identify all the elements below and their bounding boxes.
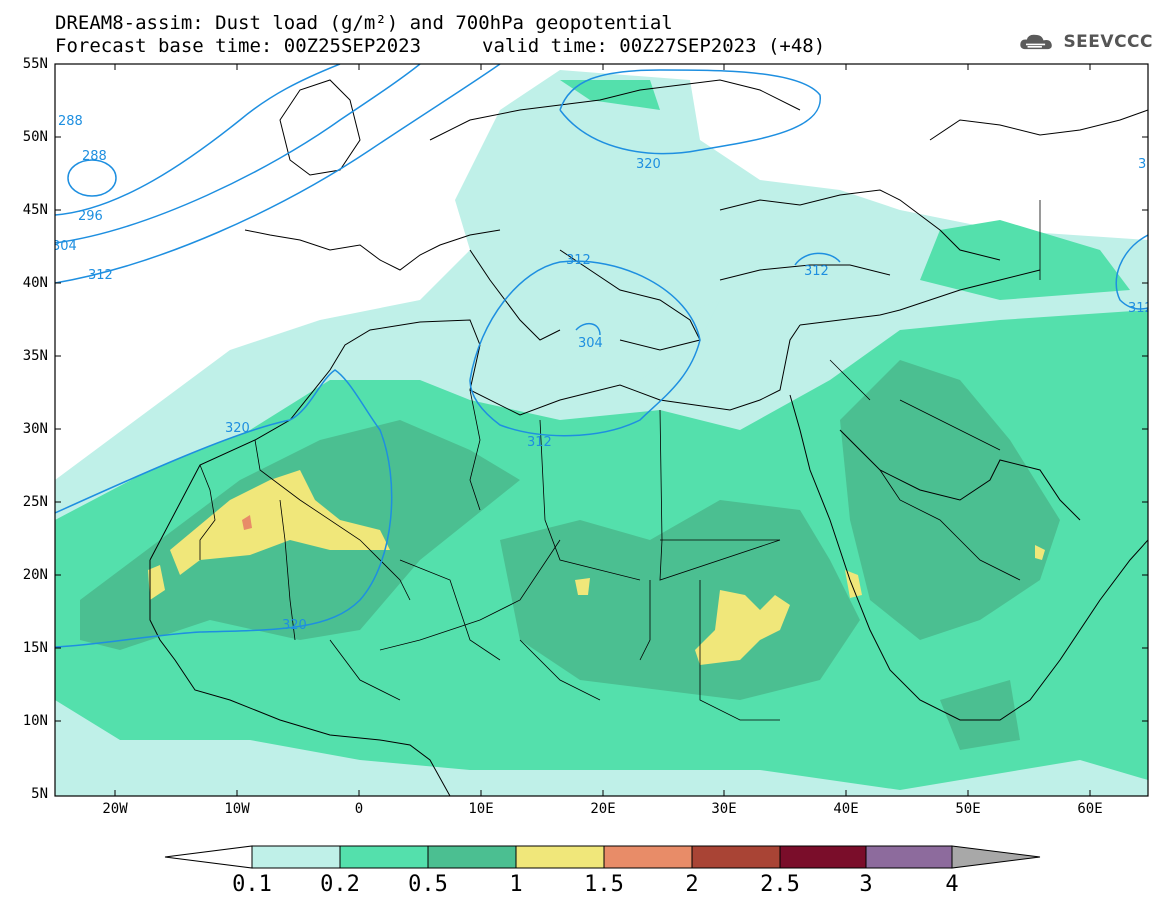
dust-layer-1-5 xyxy=(242,515,252,530)
forecast-base-time: Forecast base time: 00Z25SEP2023 xyxy=(55,35,422,57)
contour-label: 304 xyxy=(52,239,77,254)
contour-label: 320 xyxy=(636,157,661,172)
colorbar-label: 1.5 xyxy=(584,872,624,897)
colorbar-swatch xyxy=(603,845,693,869)
contour-label: 312 xyxy=(527,435,552,450)
lat-label: 35N xyxy=(22,348,48,364)
contour-label: 296 xyxy=(78,209,103,224)
lat-label: 30N xyxy=(22,421,48,437)
contour-labels: 288 288 296 304 312 320 312 312 304 320 … xyxy=(52,114,1153,633)
seevccc-logo: SEEVCCC xyxy=(1018,28,1153,56)
geopotential-contours xyxy=(55,64,1148,648)
lon-label: 30E xyxy=(711,801,737,817)
lon-label: 40E xyxy=(833,801,859,817)
cloud-logo-icon xyxy=(1020,34,1052,50)
lat-label: 50N xyxy=(22,129,48,145)
lon-label: 60E xyxy=(1077,801,1103,817)
colorbar-label: 2.5 xyxy=(760,872,800,897)
colorbar-swatch xyxy=(779,845,867,869)
contour-label: 3 xyxy=(1138,157,1146,172)
contour-label: 312 xyxy=(566,253,591,268)
colorbar-label: 0.2 xyxy=(320,872,360,897)
colorbar-label: 1 xyxy=(509,872,523,897)
colorbar-right-arrow xyxy=(951,845,1041,869)
contour-label: 320 xyxy=(225,421,250,436)
colorbar-label: 4 xyxy=(945,872,959,897)
logo-text: SEEVCCC xyxy=(1063,32,1153,52)
contour-label: 288 xyxy=(58,114,83,129)
country-borders xyxy=(199,200,1041,721)
lon-label: 10W xyxy=(224,801,250,817)
colorbar-swatch xyxy=(427,845,517,869)
map-ticks xyxy=(55,63,1148,797)
lat-label: 5N xyxy=(31,786,48,802)
valid-time: valid time: 00Z27SEP2023 (+48) xyxy=(482,35,826,57)
lon-label: 20E xyxy=(590,801,616,817)
colorbar-label: 2 xyxy=(685,872,699,897)
contour-label: 312 xyxy=(1128,301,1153,316)
lat-label: 20N xyxy=(22,567,48,583)
lat-label: 55N xyxy=(22,56,48,72)
contour-label: 312 xyxy=(804,264,829,279)
colorbar-label: 0.1 xyxy=(232,872,272,897)
lon-label: 10E xyxy=(468,801,494,817)
contour-label: 312 xyxy=(88,268,113,283)
lat-label: 10N xyxy=(22,713,48,729)
map-title: DREAM8-assim: Dust load (g/m²) and 700hP… xyxy=(55,12,673,34)
colorbar-swatch xyxy=(865,845,953,869)
lat-label: 45N xyxy=(22,202,48,218)
colorbar-swatch xyxy=(515,845,605,869)
lon-label: 20W xyxy=(102,801,128,817)
contour-label: 288 xyxy=(82,149,107,164)
colorbar-swatch xyxy=(339,845,429,869)
map-frame xyxy=(54,63,1149,797)
colorbar-swatch xyxy=(691,845,781,869)
colorbar-left-arrow xyxy=(164,845,253,869)
lon-label: 0 xyxy=(354,801,364,817)
lat-label: 40N xyxy=(22,275,48,291)
colorbar-swatch xyxy=(251,845,341,869)
contour-label: 320 xyxy=(282,618,307,633)
colorbar-label: 3 xyxy=(859,872,873,897)
lon-label: 50E xyxy=(955,801,981,817)
lat-label: 15N xyxy=(22,640,48,656)
lat-label: 25N xyxy=(22,494,48,510)
contour-label: 304 xyxy=(578,336,603,351)
coastlines xyxy=(149,79,1148,796)
colorbar xyxy=(164,845,1041,869)
colorbar-label: 0.5 xyxy=(408,872,448,897)
